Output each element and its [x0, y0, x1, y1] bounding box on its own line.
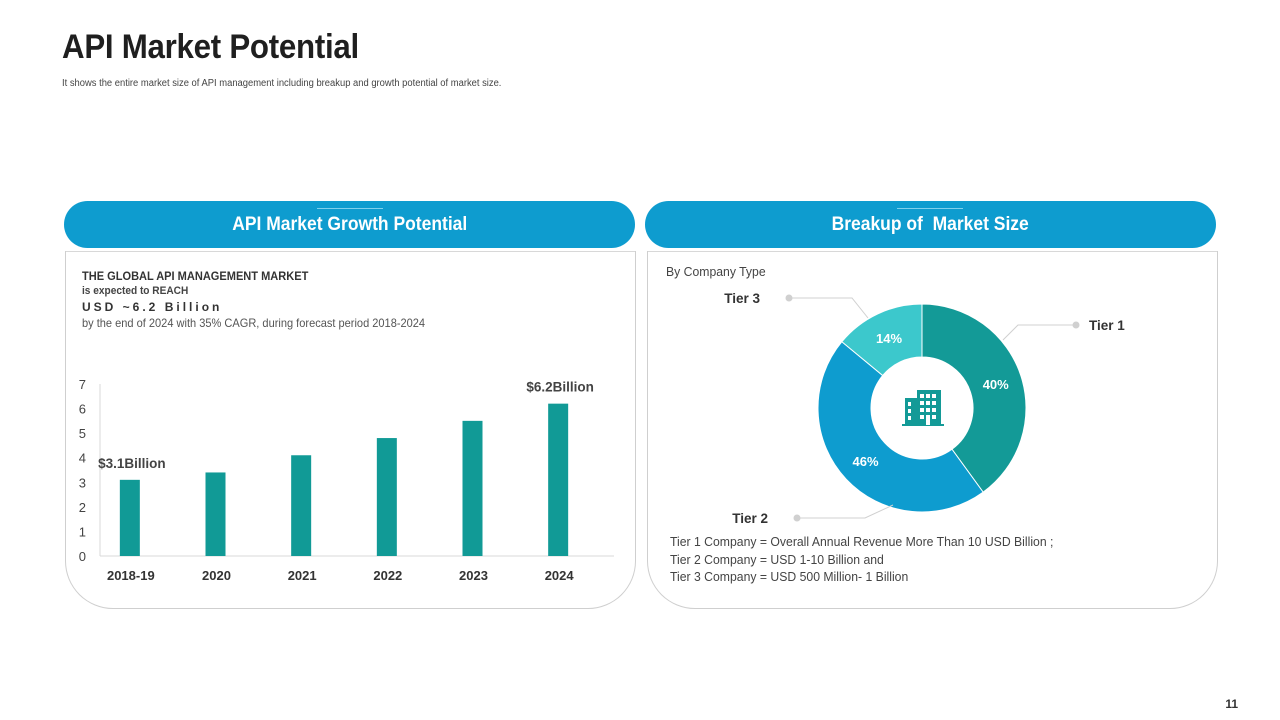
slice-value-label: 14%: [876, 331, 902, 346]
donut-slice-tier-3: [841, 303, 923, 377]
growth-panel-title: API Market Growth Potential: [231, 213, 468, 235]
y-tick-label: 0: [79, 549, 86, 564]
breakup-panel-title: Breakup of Market Size: [831, 213, 1030, 235]
market-summary-value: USD ~6.2 Billion: [82, 300, 223, 315]
tier-label: Tier 2: [732, 511, 768, 526]
growth-panel: [65, 251, 636, 609]
bar-2022: [376, 438, 397, 556]
page-title: API Market Potential: [62, 28, 359, 66]
bar-2021: [291, 455, 312, 556]
x-tick-label: 2022: [373, 568, 402, 583]
tier-3-definition: Tier 3 Company = USD 500 Million- 1 Bill…: [670, 569, 909, 585]
tier-label: Tier 1: [1089, 318, 1125, 333]
tier-definitions: Tier 1 Company = Overall Annual Revenue …: [670, 533, 1078, 586]
x-tick-label: 2020: [202, 568, 231, 583]
page-number: 11: [1225, 697, 1238, 711]
y-tick-label: 7: [79, 377, 86, 392]
x-tick-label: 2018-19: [107, 568, 155, 583]
y-tick-label: 2: [79, 500, 86, 515]
leader-dot: [785, 294, 793, 302]
leader-line: [789, 297, 869, 319]
leader-dot: [793, 514, 801, 522]
growth-header-accent-line: [317, 208, 383, 209]
donut-slice-tier-1: [921, 303, 1027, 493]
y-tick-label: 6: [79, 402, 86, 417]
tier-label: Tier 3: [724, 291, 760, 306]
market-summary: THE GLOBAL API MANAGEMENT MARKET is expe…: [82, 268, 455, 331]
y-tick-label: 1: [79, 524, 86, 539]
x-tick-label: 2024: [545, 568, 575, 583]
leader-line: [797, 504, 894, 519]
page-subtitle: It shows the entire market size of API m…: [62, 78, 502, 89]
tier-2-definition: Tier 2 Company = USD 1-10 Billion and: [670, 551, 884, 567]
leader-dot: [1072, 321, 1080, 329]
y-tick-label: 3: [79, 475, 86, 490]
market-summary-detail: by the end of 2024 with 35% CAGR, during…: [82, 316, 426, 331]
market-summary-reach: is expected to REACH: [82, 285, 189, 298]
breakup-header-accent-line: [897, 208, 963, 209]
slice-value-label: 46%: [852, 454, 878, 469]
bar-value-label: $3.1Billion: [98, 456, 166, 471]
bar-2024: [548, 403, 569, 556]
bar-value-label: $6.2Billion: [526, 380, 594, 395]
market-summary-heading: THE GLOBAL API MANAGEMENT MARKET: [82, 269, 309, 283]
company-type-caption: By Company Type: [666, 264, 766, 279]
bar-2023: [462, 420, 483, 556]
building-icon: [902, 390, 944, 426]
bar-2018-19: [119, 479, 140, 556]
tier-1-definition: Tier 1 Company = Overall Annual Revenue …: [670, 534, 1054, 549]
leader-line: [1002, 324, 1076, 341]
donut-slice-tier-2: [817, 341, 984, 513]
slice-value-label: 40%: [983, 377, 1009, 392]
y-tick-label: 4: [79, 451, 86, 466]
bar-2020: [205, 472, 226, 556]
y-tick-label: 5: [79, 426, 86, 441]
x-tick-label: 2023: [459, 568, 488, 583]
x-tick-label: 2021: [288, 568, 317, 583]
